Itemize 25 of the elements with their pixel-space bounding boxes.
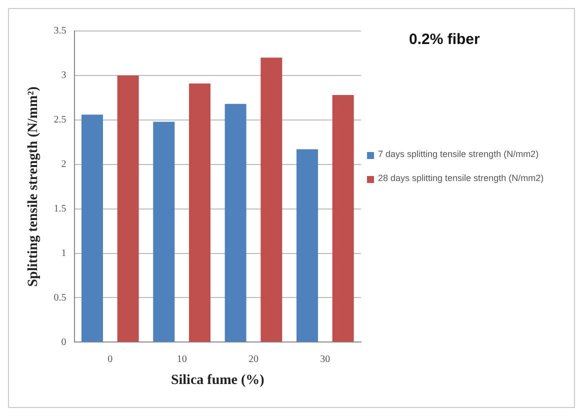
x-tick-label: 0 <box>108 354 113 365</box>
y-tick-label: 2 <box>61 158 66 170</box>
y-tick-label: 2.5 <box>54 114 66 126</box>
bar <box>81 114 103 342</box>
legend-label: 28 days splitting tensile strength (N/mm2) <box>378 173 544 183</box>
bar <box>260 58 282 342</box>
y-tick-label: 3.5 <box>54 26 66 37</box>
bar <box>224 104 246 342</box>
x-tick-label: 20 <box>248 354 258 365</box>
y-tick-label: 3 <box>61 70 66 82</box>
y-tick-label: 1 <box>61 248 66 259</box>
bar <box>117 75 139 342</box>
text: 0.2% fiber <box>409 31 480 48</box>
y-tick-label: 1.5 <box>54 203 66 214</box>
bar <box>296 149 318 342</box>
y-axis-title: Splitting tensile strength (N/mm²) <box>26 86 42 287</box>
bar <box>188 83 210 342</box>
bar <box>153 122 175 342</box>
x-tick-label: 30 <box>320 354 330 365</box>
y-tick-label: 0 <box>61 336 66 348</box>
bar <box>332 95 354 342</box>
x-axis-title: Silica fume (%) <box>170 373 265 388</box>
y-tick-label: 0.5 <box>54 292 66 304</box>
legend-label: 7 days splitting tensile strength (N/mm2) <box>378 149 539 159</box>
x-tick-label: 10 <box>176 354 187 365</box>
